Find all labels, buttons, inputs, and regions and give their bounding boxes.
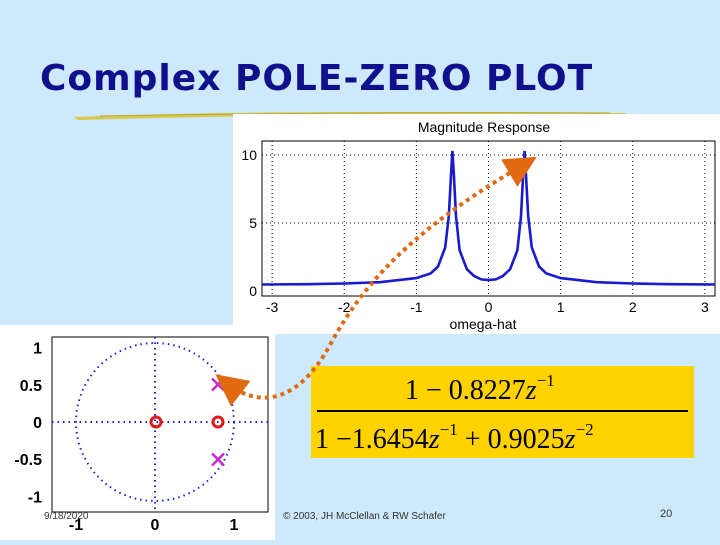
tf-denominator: 1 −1.6454z−1 + 0.9025z−2 <box>315 420 594 455</box>
pole-zero-y-tick-label: 0.5 <box>20 378 42 395</box>
pole-zero-x-tick-label: 0 <box>151 517 160 534</box>
magnitude-response-panel: Magnitude Response -3 -2 -1 0 1 2 3 0 5 10 omega… <box>233 114 720 334</box>
tf-den-var1: z <box>428 424 440 455</box>
pole-zero-x-ticks: -1 0 1 <box>69 517 239 534</box>
zero-marker <box>149 415 163 429</box>
unit-circle <box>75 342 235 502</box>
tf-numerator: 1 − 0.8227z−1 <box>405 371 555 406</box>
footer-copyright: © 2003, JH McClellan & RW Schafer <box>283 511 446 522</box>
pole-zero-x-tick-label: 1 <box>230 517 239 534</box>
magnitude-y-tick-label: 5 <box>249 215 257 231</box>
tf-num-lead: 1 − 0.8227 <box>405 375 526 406</box>
magnitude-chart-title: Magnitude Response <box>418 119 551 135</box>
magnitude-xlabel: omega-hat <box>450 316 517 332</box>
transfer-function-formula: 1 − 0.8227z−1 1 −1.6454z−1 + 0.9025z−2 <box>315 371 688 455</box>
pole-zero-y-tick-label: 0 <box>33 415 42 432</box>
magnitude-x-tick-label: -2 <box>338 299 351 315</box>
tf-den-var2: z <box>564 424 576 455</box>
tf-num-var: z <box>525 375 537 406</box>
footer-date: 9/18/2020 <box>44 511 89 522</box>
tf-den-exp2: −2 <box>576 420 594 439</box>
magnitude-x-tick-label: -3 <box>266 299 279 315</box>
magnitude-x-tick-label: -1 <box>410 299 423 315</box>
tf-den-mid: + 0.9025 <box>458 424 565 455</box>
tf-den-exp1: −1 <box>440 420 458 439</box>
magnitude-y-ticks: 0 5 10 <box>241 147 257 299</box>
pole-zero-x-tick-label: -1 <box>69 517 83 534</box>
pole-marker <box>211 377 225 392</box>
magnitude-response-chart: Magnitude Response -3 -2 -1 0 1 2 3 0 5 10 omega… <box>241 119 716 332</box>
zero-marker <box>211 415 225 429</box>
pole-zero-y-tick-label: -0.5 <box>14 452 42 469</box>
magnitude-x-tick-label: 1 <box>557 299 565 315</box>
pole-marker <box>211 452 225 467</box>
slide-title: Complex POLE-ZERO PLOT <box>40 58 594 99</box>
magnitude-grid <box>262 141 715 296</box>
magnitude-y-tick-label: 0 <box>249 283 257 299</box>
transfer-function-box: 1 − 0.8227z−1 1 −1.6454z−1 + 0.9025z−2 <box>311 366 694 458</box>
tf-num-exp: −1 <box>537 371 555 390</box>
magnitude-plot-frame <box>261 140 716 297</box>
magnitude-x-tick-label: 0 <box>485 299 493 315</box>
pole-zero-chart: -1 0 1 1 0.5 0 -0.5 -1 <box>14 336 269 534</box>
pole-zero-y-ticks: 1 0.5 0 -0.5 -1 <box>14 341 42 507</box>
pole-zero-markers <box>149 377 225 467</box>
pole-zero-y-tick-label: -1 <box>28 489 42 506</box>
magnitude-x-tick-label: 3 <box>701 299 709 315</box>
pole-zero-panel: -1 0 1 1 0.5 0 -0.5 -1 <box>0 325 275 540</box>
tf-den-lead: 1 −1.6454 <box>315 424 429 455</box>
magnitude-x-ticks: -3 -2 -1 0 1 2 3 <box>266 299 709 315</box>
magnitude-y-tick-label: 10 <box>241 147 257 163</box>
pole-zero-plot-frame <box>51 336 269 513</box>
pole-zero-y-tick-label: 1 <box>33 341 42 358</box>
magnitude-x-tick-label: 2 <box>629 299 637 315</box>
page-number: 20 <box>660 508 673 520</box>
